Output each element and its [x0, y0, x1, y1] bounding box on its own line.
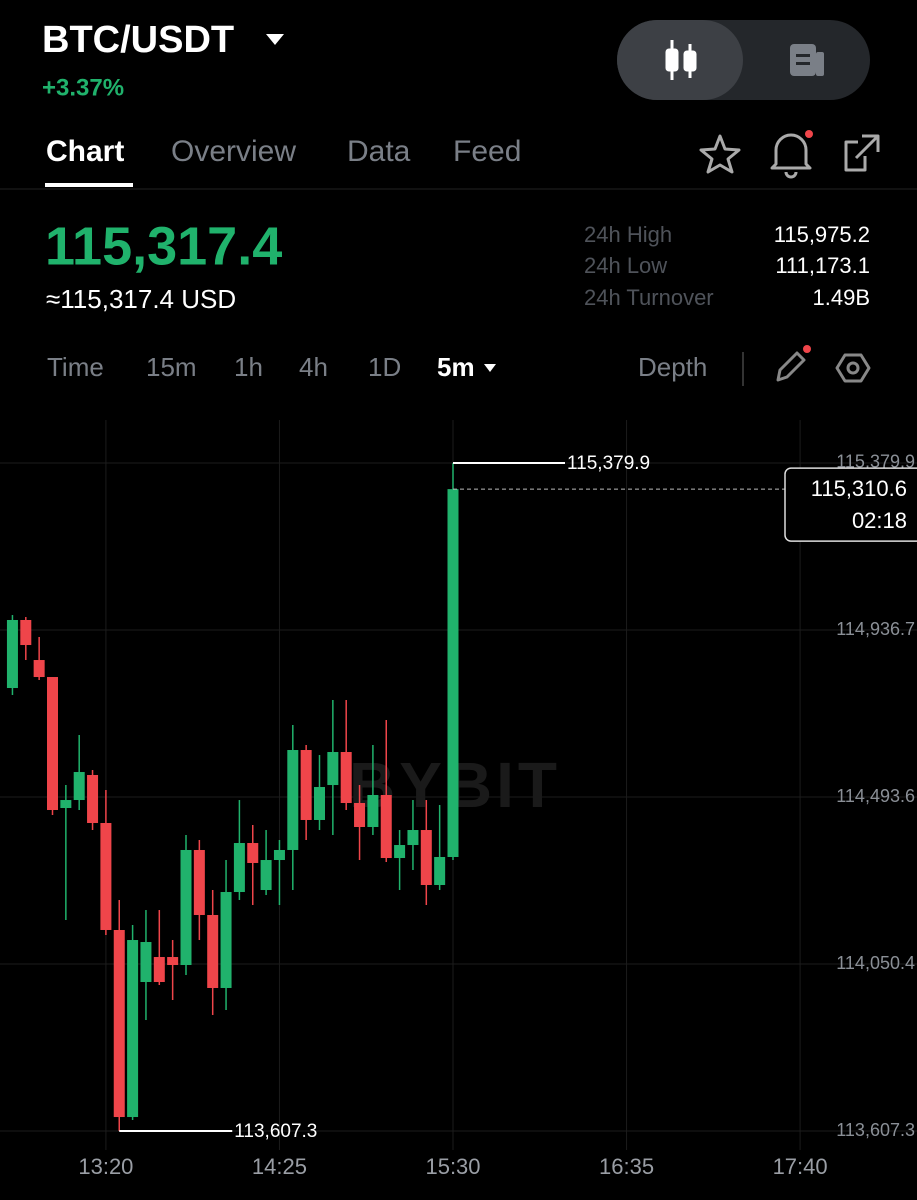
candle-body: [73, 772, 85, 801]
candle-body: [407, 830, 419, 846]
candle-body: [273, 849, 285, 861]
candle-body: [180, 849, 192, 966]
candle-body: [33, 660, 45, 678]
change: +3.37%: [42, 74, 124, 101]
interval[interactable]: 4h: [299, 352, 328, 382]
candle-body: [207, 914, 219, 988]
stat-value: 111,173.1: [775, 253, 870, 278]
high-marker-label: 115,379.9: [567, 453, 650, 474]
candle-body: [354, 802, 366, 828]
stat-label: 24h Turnover: [584, 285, 714, 310]
stat-value: 1.49B: [813, 285, 871, 310]
settings-icon-center: [846, 361, 860, 375]
tab-underline: [45, 183, 133, 187]
candle-body: [167, 957, 179, 966]
last-price-box: [784, 467, 917, 542]
doc-icon: [790, 44, 824, 76]
candle-body: [127, 940, 139, 1118]
last-price: 115,317.4: [45, 216, 282, 276]
low-marker-label: 113,607.3: [234, 1121, 317, 1142]
interval[interactable]: 15m: [146, 352, 197, 382]
pair-dropdown[interactable]: [266, 34, 284, 45]
candle-body: [113, 929, 125, 1118]
y-tick-label: 113,607.3: [836, 1120, 915, 1140]
candle-body: [300, 750, 312, 820]
candle-body: [60, 800, 72, 809]
candle-body: [260, 860, 272, 891]
usd-price: ≈115,317.4 USD: [46, 284, 236, 314]
candle-body: [327, 752, 339, 786]
candle-body: [87, 774, 99, 824]
y-tick-label: 114,936.7: [836, 619, 915, 639]
toggle-active[interactable]: [617, 20, 743, 100]
pencil-icon[interactable]: [776, 351, 806, 382]
interval[interactable]: 1h: [234, 352, 263, 382]
last-price-label: 115,310.6: [811, 476, 907, 501]
candle-body: [394, 845, 406, 859]
notification-dot: [805, 130, 813, 138]
candle-body: [6, 619, 18, 689]
stat-label: 24h Low: [584, 253, 667, 278]
interval[interactable]: Time: [47, 352, 104, 382]
candle-body: [287, 750, 299, 850]
candle-body: [233, 843, 245, 893]
candle-body: [20, 619, 32, 646]
candle-body: [380, 795, 392, 859]
share-icon[interactable]: [844, 134, 880, 172]
depth-button[interactable]: Depth: [638, 352, 707, 382]
candle-body: [247, 843, 259, 863]
interval-active[interactable]: 5m: [437, 352, 475, 382]
candle-body: [153, 957, 165, 982]
candle-body: [220, 892, 232, 988]
interval[interactable]: 1D: [368, 352, 401, 382]
candle-body: [100, 823, 112, 930]
x-tick-label: 16:35: [599, 1154, 654, 1179]
tab[interactable]: Data: [347, 135, 411, 168]
star-icon[interactable]: [699, 134, 741, 174]
x-tick-label: 17:40: [773, 1154, 828, 1179]
countdown: 02:18: [852, 508, 907, 533]
candle-body: [447, 489, 459, 857]
pair-title[interactable]: BTC/USDT: [42, 19, 234, 61]
y-tick-label: 114,493.6: [836, 786, 915, 806]
tab[interactable]: Chart: [46, 135, 124, 168]
interval-dropdown[interactable]: [484, 364, 496, 372]
bell-icon[interactable]: [770, 133, 812, 179]
pencil-dot: [803, 345, 811, 353]
candle-body: [314, 787, 325, 820]
candle-body: [193, 849, 205, 915]
y-tick-label: 115,379.9: [836, 452, 915, 472]
x-tick-label: 15:30: [425, 1154, 480, 1179]
settings-icon[interactable]: [835, 353, 871, 383]
x-tick-label: 14:25: [252, 1154, 307, 1179]
candle-icon: [665, 40, 697, 80]
candle-body: [434, 856, 446, 885]
y-tick-label: 114,050.4: [836, 953, 915, 973]
candle-body: [47, 677, 58, 811]
candle-body: [340, 752, 352, 803]
stat-value: 115,975.2: [774, 222, 870, 247]
stat-label: 24h High: [584, 222, 672, 247]
candle-body: [420, 830, 432, 885]
tab[interactable]: Overview: [171, 135, 296, 168]
candle-body: [367, 795, 379, 828]
tab[interactable]: Feed: [453, 135, 521, 168]
x-tick-label: 13:20: [78, 1154, 133, 1179]
candle-body: [140, 942, 152, 982]
